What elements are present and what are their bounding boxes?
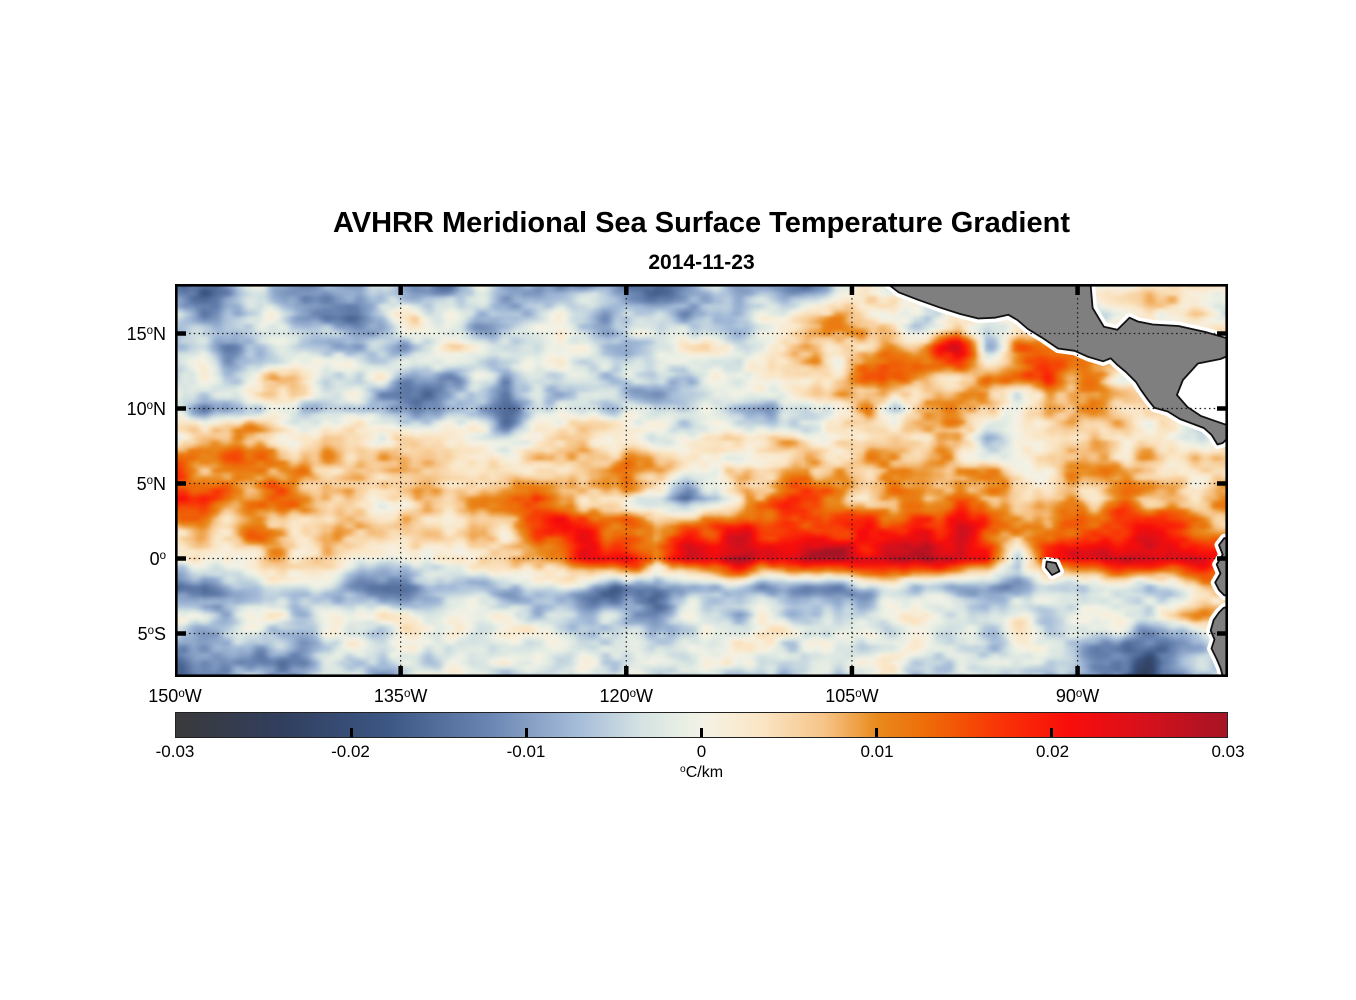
x-tick-label-90W: 90oW — [1055, 686, 1100, 706]
map-plot-area — [175, 284, 1228, 677]
colorbar-tick-label-0.02: 0.02 — [1035, 742, 1070, 761]
x-tick-label-150W: 150oW — [148, 686, 202, 706]
colorbar-tick-0 — [700, 728, 703, 737]
colorbar-tick-label-0: 0 — [696, 742, 707, 761]
x-tick-label-120W: 120oW — [599, 686, 653, 706]
colorbar-tick-label--0.02: -0.02 — [331, 742, 370, 761]
colorbar-tick-0.01 — [875, 728, 879, 737]
land-south-america-south — [1209, 605, 1228, 677]
colorbar-unit-label: oC/km — [679, 764, 724, 781]
y-tick-label-5N: 5oN — [136, 473, 166, 494]
land-galapagos — [1045, 560, 1061, 576]
colorbar-tick--0.01 — [524, 728, 528, 737]
chart-subtitle: 2014-11-23 — [648, 251, 755, 274]
land-central-america — [887, 284, 1228, 446]
colorbar-tick-label--0.01: -0.01 — [506, 742, 546, 761]
x-tick-label-105W: 105oW — [825, 686, 879, 706]
y-tick-label-15N: 15oN — [126, 323, 166, 344]
y-tick-label-10N: 10oN — [126, 398, 166, 419]
y-tick-label-0deg: 0o — [149, 548, 166, 569]
colorbar-tick-label-0.03: 0.03 — [1211, 742, 1245, 761]
colorbar-tick--0.02 — [349, 728, 353, 737]
map-overlay — [175, 284, 1228, 677]
plot-border — [175, 284, 1228, 677]
y-tick-label-5S: 5oS — [137, 623, 166, 644]
colorbar — [175, 712, 1228, 738]
x-tick-label-135W: 135oW — [373, 686, 428, 706]
chart-title: AVHRR Meridional Sea Surface Temperature… — [332, 207, 1070, 239]
colorbar-tick-label--0.03: -0.03 — [155, 742, 195, 761]
colorbar-tick-label-0.01: 0.01 — [860, 742, 894, 761]
colorbar-tick-0.02 — [1050, 728, 1054, 737]
